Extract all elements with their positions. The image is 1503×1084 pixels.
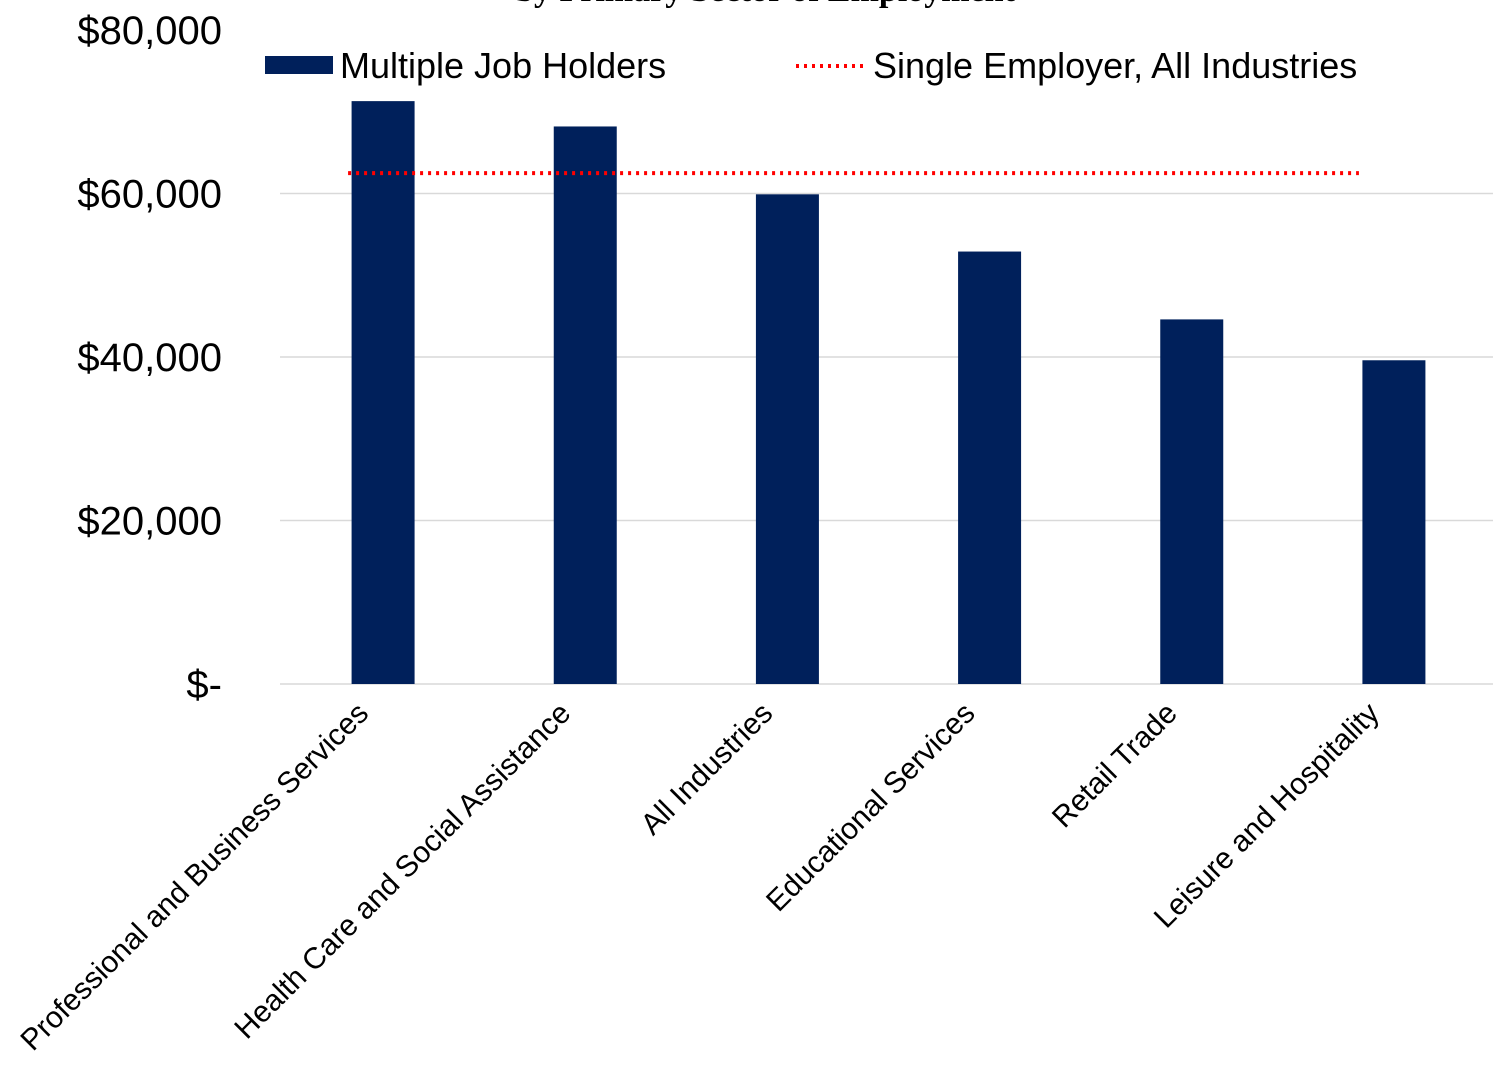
legend: Multiple Job Holders Single Employer, Al…	[265, 45, 1357, 86]
bar	[958, 251, 1022, 685]
bar	[1160, 319, 1224, 684]
chart-title: by Primary Sector of Employment	[515, 0, 1016, 9]
legend-bar-swatch	[265, 56, 333, 74]
y-tick-label: $60,000	[77, 173, 222, 217]
bar	[553, 126, 617, 685]
y-axis-tick-labels: $- $20,000 $40,000 $60,000 $80,000	[77, 9, 222, 707]
x-tick-label: Health Care and Social Assistance	[228, 697, 577, 1046]
bars	[351, 101, 1426, 685]
bar	[1362, 360, 1426, 684]
x-tick-label: Educational Services	[760, 697, 981, 918]
x-tick-label: Retail Trade	[1046, 697, 1184, 835]
legend-bar-label: Multiple Job Holders	[340, 45, 666, 86]
bar	[755, 194, 819, 684]
bar	[351, 101, 415, 684]
gridlines	[280, 192, 1493, 685]
x-tick-label: Leisure and Hospitality	[1148, 697, 1386, 935]
x-tick-label: All Industries	[635, 697, 780, 842]
legend-line-label: Single Employer, All Industries	[873, 45, 1357, 86]
y-tick-label: $80,000	[77, 9, 222, 53]
x-tick-label: Professional and Business Services	[14, 697, 375, 1058]
y-tick-label: $-	[186, 663, 222, 707]
x-axis-tick-labels: Professional and Business ServicesHealth…	[14, 697, 1385, 1058]
y-tick-label: $20,000	[77, 500, 222, 544]
y-tick-label: $40,000	[77, 336, 222, 380]
